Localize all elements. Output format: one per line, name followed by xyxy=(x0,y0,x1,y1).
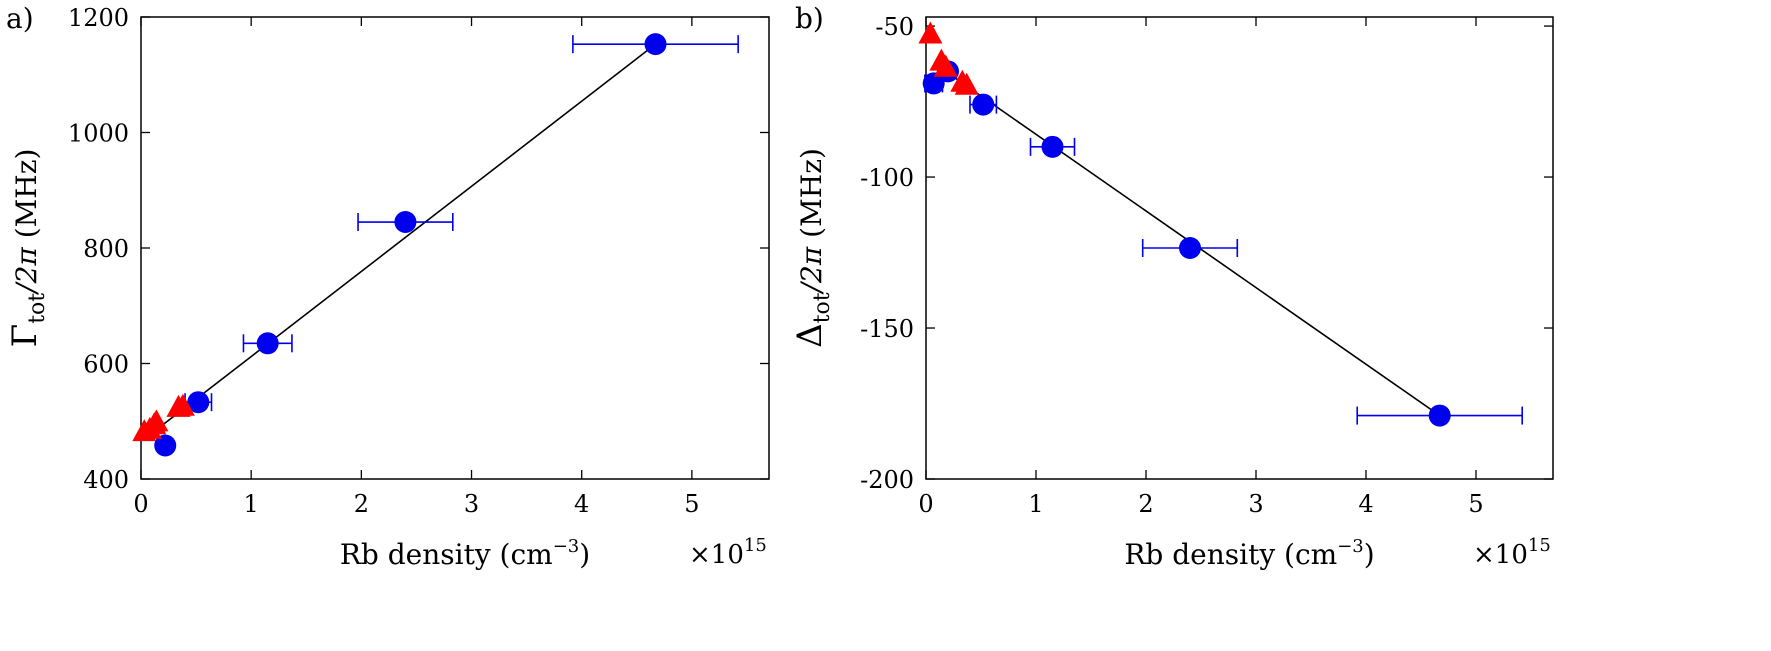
data-point-circle xyxy=(644,33,667,56)
data-point-circle xyxy=(256,332,279,355)
x-tick-label: 5 xyxy=(1468,490,1483,518)
panel-b: b) 0 1 2 3 4 5 -200 -150 -100 -50 Rb density (cm−3)… xyxy=(790,2,1554,571)
y-tick-label: -50 xyxy=(875,13,914,41)
data-point-triangle xyxy=(933,54,958,77)
y-tick-label: 400 xyxy=(83,466,129,494)
panel-label: b) xyxy=(795,2,824,35)
x-tick-label: 4 xyxy=(574,490,589,518)
data-point-triangle xyxy=(144,409,169,432)
y-tick-label: -200 xyxy=(860,466,914,494)
data-point-triangle xyxy=(170,393,195,416)
y-axis-title: Γtot/2π (MHz) xyxy=(5,149,50,348)
y-tick-label: 1200 xyxy=(68,4,129,32)
panel-label: a) xyxy=(6,2,34,35)
x-tick-label: 0 xyxy=(133,490,148,518)
x-tick-label: 3 xyxy=(464,490,479,518)
plot-frame xyxy=(140,16,770,480)
plot-frame xyxy=(925,16,1554,480)
x-tick-label: 1 xyxy=(1028,490,1043,518)
x-axis-title: Rb density (cm−3) xyxy=(1124,536,1374,571)
y-axis-title: Δtot/2π (MHz) xyxy=(790,148,835,348)
y-tick-label: -150 xyxy=(860,315,914,343)
y-tick-label: 1000 xyxy=(68,120,129,148)
x-tick-label: 2 xyxy=(354,490,369,518)
x-tick-label: 5 xyxy=(684,490,699,518)
x-tick-label: 3 xyxy=(1248,490,1263,518)
x-axis-title: Rb density (cm−3) xyxy=(340,536,590,571)
data-point-circle xyxy=(1179,237,1201,259)
data-point-circle xyxy=(154,434,177,457)
x-tick-label: 4 xyxy=(1358,490,1373,518)
data-point-circle xyxy=(1041,135,1064,158)
fit-line xyxy=(146,43,657,439)
y-tick-label: 600 xyxy=(83,351,129,379)
data-point-circle xyxy=(972,93,995,116)
panel-a: a) 0 1 2 3 4 5 400 600 800 1000 1200 Rb density (cm−… xyxy=(5,2,770,571)
x-multiplier: ×1015 xyxy=(1473,535,1551,570)
data-point-triangle xyxy=(954,72,979,95)
data-point-circle xyxy=(922,72,945,95)
data-point-circle xyxy=(394,211,417,234)
data-point-triangle xyxy=(918,21,943,44)
y-tick-label: -100 xyxy=(860,164,914,192)
data-point-circle xyxy=(187,391,210,414)
data-point-circle xyxy=(1428,404,1451,427)
x-multiplier: ×1015 xyxy=(689,535,767,570)
y-tick-label: 800 xyxy=(83,235,129,263)
x-tick-label: 1 xyxy=(244,490,259,518)
x-tick-label: 0 xyxy=(918,490,933,518)
x-tick-label: 2 xyxy=(1138,490,1153,518)
